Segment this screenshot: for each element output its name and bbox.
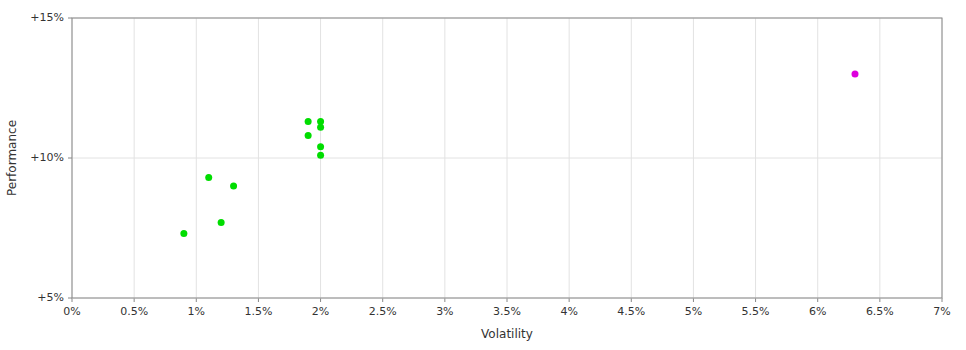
- tick-y: [68, 18, 72, 19]
- tick-x: [631, 298, 632, 302]
- chart: 0% 0.5% 1% 1.5% 2% 2.5% 3% 3.5% 4% 4.5% 5% 5.5% 6% 6.…: [0, 0, 966, 350]
- x-axis-label: Volatility: [481, 327, 533, 341]
- point: [218, 219, 225, 226]
- tick-x: [382, 298, 383, 302]
- point: [180, 230, 187, 237]
- tick-x: [755, 298, 756, 302]
- tick-label-x: 1%: [188, 305, 205, 318]
- grid-line-y: [72, 158, 942, 159]
- point: [317, 143, 324, 150]
- tick-x: [258, 298, 259, 302]
- tick-x: [444, 298, 445, 302]
- tick-label-x: 2.5%: [369, 305, 397, 318]
- tick-x: [817, 298, 818, 302]
- tick-label-y: +10%: [30, 151, 64, 164]
- tick-label-y: +5%: [37, 291, 64, 304]
- tick-x: [507, 298, 508, 302]
- tick-y: [68, 158, 72, 159]
- tick-x: [879, 298, 880, 302]
- tick-label-y: +15%: [30, 11, 64, 24]
- tick-label-x: 2%: [312, 305, 329, 318]
- point: [317, 124, 324, 131]
- tick-label-x: 0%: [63, 305, 80, 318]
- tick-label-x: 1.5%: [244, 305, 272, 318]
- tick-x: [196, 298, 197, 302]
- tick-label-x: 4.5%: [617, 305, 645, 318]
- tick-x: [134, 298, 135, 302]
- tick-label-x: 3%: [436, 305, 453, 318]
- point: [852, 71, 859, 78]
- tick-x: [942, 298, 943, 302]
- tick-label-x: 3.5%: [493, 305, 521, 318]
- tick-x: [693, 298, 694, 302]
- series: [852, 71, 859, 78]
- point: [305, 132, 312, 139]
- tick-y: [68, 298, 72, 299]
- tick-x: [569, 298, 570, 302]
- tick-label-x: 5.5%: [742, 305, 770, 318]
- point: [305, 118, 312, 125]
- points: [180, 71, 858, 238]
- point: [317, 152, 324, 159]
- tick-x: [320, 298, 321, 302]
- tick-label-x: 6%: [809, 305, 826, 318]
- tick-x: [72, 298, 73, 302]
- grid: [68, 18, 942, 302]
- plot-area: [72, 18, 942, 298]
- tick-label-x: 5%: [685, 305, 702, 318]
- series: [180, 118, 324, 237]
- point: [230, 183, 237, 190]
- y-axis-label: Performance: [5, 120, 19, 196]
- tick-labels: 0% 0.5% 1% 1.5% 2% 2.5% 3% 3.5% 4% 4.5% 5% 5.5% 6% 6.…: [30, 11, 950, 318]
- tick-label-x: 7%: [933, 305, 950, 318]
- point: [205, 174, 212, 181]
- tick-label-x: 0.5%: [120, 305, 148, 318]
- plot-frame: [72, 18, 942, 298]
- tick-label-x: 4%: [560, 305, 577, 318]
- tick-label-x: 6.5%: [866, 305, 894, 318]
